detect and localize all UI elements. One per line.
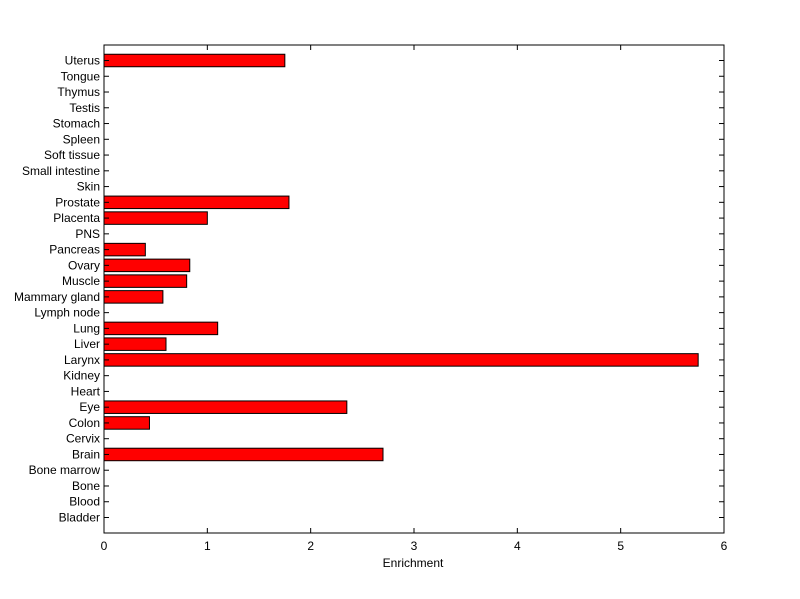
x-tick-label: 3 bbox=[411, 539, 418, 553]
y-tick-label: Lung bbox=[73, 321, 100, 335]
y-tick-label: Liver bbox=[74, 337, 100, 351]
bar bbox=[103, 53, 286, 68]
x-tick-label: 2 bbox=[307, 539, 314, 553]
y-tick-label: Heart bbox=[71, 384, 101, 398]
y-tick-label: Ovary bbox=[68, 258, 100, 272]
y-tick-label: Spleen bbox=[63, 132, 100, 146]
bar bbox=[103, 447, 384, 462]
y-tick-label: Blood bbox=[69, 495, 100, 509]
bar bbox=[103, 353, 699, 367]
bar bbox=[103, 400, 348, 414]
x-axis-ticks: 0 1 2 3 4 5 6 bbox=[101, 45, 728, 553]
y-tick-label: Uterus bbox=[65, 54, 100, 68]
y-tick-label: Tongue bbox=[61, 69, 101, 83]
x-tick-label: 0 bbox=[101, 539, 108, 553]
y-tick-label: Testis bbox=[69, 101, 100, 115]
bar bbox=[103, 274, 188, 288]
bar bbox=[103, 290, 164, 304]
y-tick-label: Thymus bbox=[57, 85, 100, 99]
y-tick-label: Bone bbox=[72, 479, 100, 493]
bar bbox=[103, 258, 191, 273]
bar bbox=[103, 242, 146, 257]
bar bbox=[103, 337, 167, 351]
y-tick-label: Skin bbox=[77, 180, 100, 194]
x-tick-label: 6 bbox=[721, 539, 728, 553]
y-tick-label: Cervix bbox=[66, 432, 100, 446]
bar bbox=[103, 416, 150, 430]
y-tick-label: Kidney bbox=[63, 369, 100, 383]
x-tick-label: 1 bbox=[204, 539, 211, 553]
y-tick-label: Brain bbox=[72, 447, 100, 461]
y-tick-label: Bladder bbox=[59, 511, 100, 525]
y-tick-label: Lymph node bbox=[34, 306, 100, 320]
y-tick-label: Pancreas bbox=[49, 243, 100, 257]
y-tick-label: Bone marrow bbox=[29, 463, 101, 477]
y-tick-label: Placenta bbox=[53, 211, 100, 225]
y-tick-label: Small intestine bbox=[22, 164, 100, 178]
y-tick-label: Eye bbox=[79, 400, 100, 414]
y-tick-label: Colon bbox=[69, 416, 100, 430]
y-tick-label: Prostate bbox=[55, 195, 100, 209]
bar bbox=[103, 195, 290, 210]
plot-frame bbox=[103, 44, 725, 534]
y-tick-label: Soft tissue bbox=[44, 148, 100, 162]
x-axis-title: Enrichment bbox=[383, 556, 444, 570]
y-tick-label: Larynx bbox=[64, 353, 100, 367]
bar bbox=[103, 321, 219, 336]
y-tick-label: Muscle bbox=[62, 274, 100, 288]
y-tick-label: Stomach bbox=[53, 117, 100, 131]
y-tick-label: PNS bbox=[75, 227, 100, 241]
bar bbox=[103, 211, 208, 225]
y-tick-label: Mammary gland bbox=[14, 290, 100, 304]
x-tick-label: 5 bbox=[617, 539, 624, 553]
x-tick-label: 4 bbox=[514, 539, 521, 553]
